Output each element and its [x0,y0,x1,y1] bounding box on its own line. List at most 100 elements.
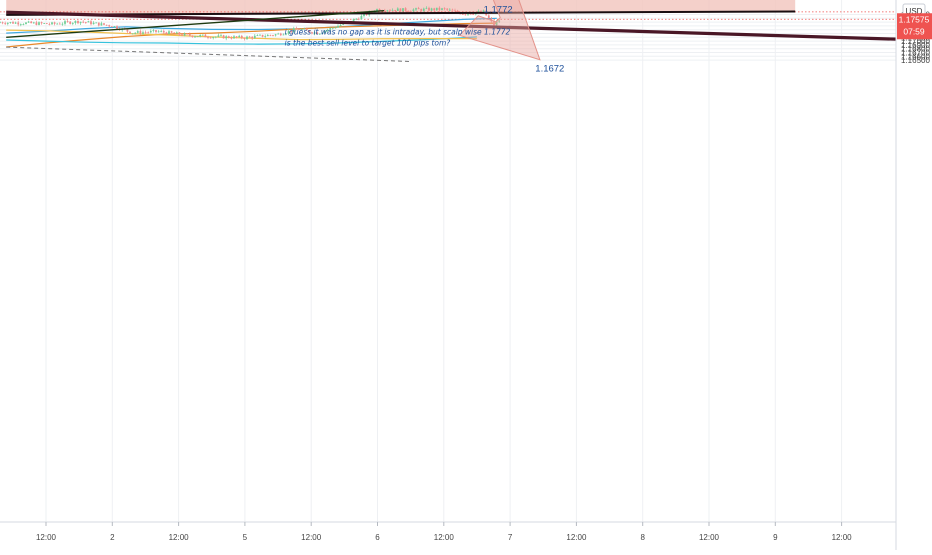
target-level-label: 1.1672 [535,64,564,75]
time-tick-label: 8 [640,533,645,542]
candle-body [422,8,425,11]
candle-body [30,21,33,24]
candle-body [116,26,118,29]
candle-body [243,38,246,39]
candle-body [253,35,256,39]
candle-body [108,25,111,27]
candle-body [420,9,423,11]
candle-body [40,22,43,24]
time-tick-label: 12:00 [169,533,190,542]
candle-body [196,36,199,38]
candle-body [155,30,157,32]
candle-body [139,31,142,34]
candle-body [495,21,498,26]
candle-body [402,8,404,12]
candle-body [303,28,306,30]
price-tick-label: 1.16600 [901,52,930,61]
trendline-dashed-support[interactable] [6,46,411,63]
price-tick-label: 1.16500 [901,56,930,65]
candle-body [446,8,449,10]
candle-body [1,22,4,24]
candle-body [4,23,7,25]
candle-body [217,35,220,37]
candle-body [9,22,12,23]
price-tick-label: 1.17000 [901,37,930,46]
candle-body [0,22,1,24]
candle-body [415,8,417,10]
candle-body [204,34,207,38]
price-tick-label: 1.16700 [901,49,930,58]
candle-body [201,34,204,36]
trendlines[interactable] [6,10,932,63]
candle-body [100,23,103,26]
moving-average-line [6,36,477,45]
candle-body [225,36,228,39]
trendline-upper-resistance[interactable] [6,10,796,16]
candle-body [168,31,170,35]
candle-body [248,36,251,38]
time-tick-label: 12:00 [36,533,57,542]
candle-body [261,34,264,37]
candle-body [472,14,475,15]
candles [0,6,501,41]
resistance-zone[interactable] [6,0,796,15]
candle-body [493,21,495,26]
candle-body [363,13,365,16]
projection-arrow[interactable] [458,0,541,61]
candle-body [32,22,35,24]
candle-body [430,8,433,11]
candle-body [95,22,98,24]
candle-body [461,14,464,15]
candle-body [305,28,308,31]
candle-body [230,37,233,39]
candle-body [12,22,14,24]
candle-body [69,21,72,24]
candle-body [175,32,178,34]
candle-body [324,30,326,33]
candle-body [279,33,282,36]
time-tick-label: 12:00 [301,533,322,542]
candle-body [298,29,300,30]
candle-body [84,22,87,23]
candle-body [173,32,176,34]
candle-body [183,33,186,36]
trendline-descending-resistance[interactable] [6,10,932,41]
plot-area[interactable] [0,0,932,63]
price-tick-label: 1.16900 [901,41,930,50]
candle-body [337,25,339,28]
candle-body [43,23,46,25]
candle-body [27,21,30,23]
candle-body [147,32,150,34]
candle-body [238,35,241,38]
time-tick-label: 12:00 [699,533,720,542]
candle-body [451,9,454,11]
candle-body [287,30,290,34]
candle-body [456,10,459,13]
candle-body [311,32,313,34]
bar-countdown: 07:59 [903,26,925,36]
current-price-value: 1.17575 [899,14,930,24]
current-price-tag[interactable]: 1.17575 07:59 [897,13,932,40]
candle-body [300,29,303,31]
candle-body [360,15,363,20]
candle-body [186,33,189,35]
candle-body [227,36,230,38]
candle-body [259,34,261,36]
candle-body [97,22,100,26]
candle-body [409,11,412,12]
candle-body [308,30,311,33]
candle-body [329,28,332,30]
candle-body [467,13,469,15]
candle-body [235,36,238,38]
candle-body [435,7,438,11]
currency-badge-text: USD [906,7,923,16]
trendline-ascending-support[interactable] [6,10,385,38]
candle-body [448,9,451,11]
time-tick-label: 12:00 [566,533,587,542]
time-axis[interactable]: 12:00 2 12:00 5 12:00 6 12:00 7 12:00 8 12:00 9 12:0… [36,522,852,542]
candle-body [256,35,259,36]
candle-body [134,32,137,34]
candle-body [290,30,293,32]
